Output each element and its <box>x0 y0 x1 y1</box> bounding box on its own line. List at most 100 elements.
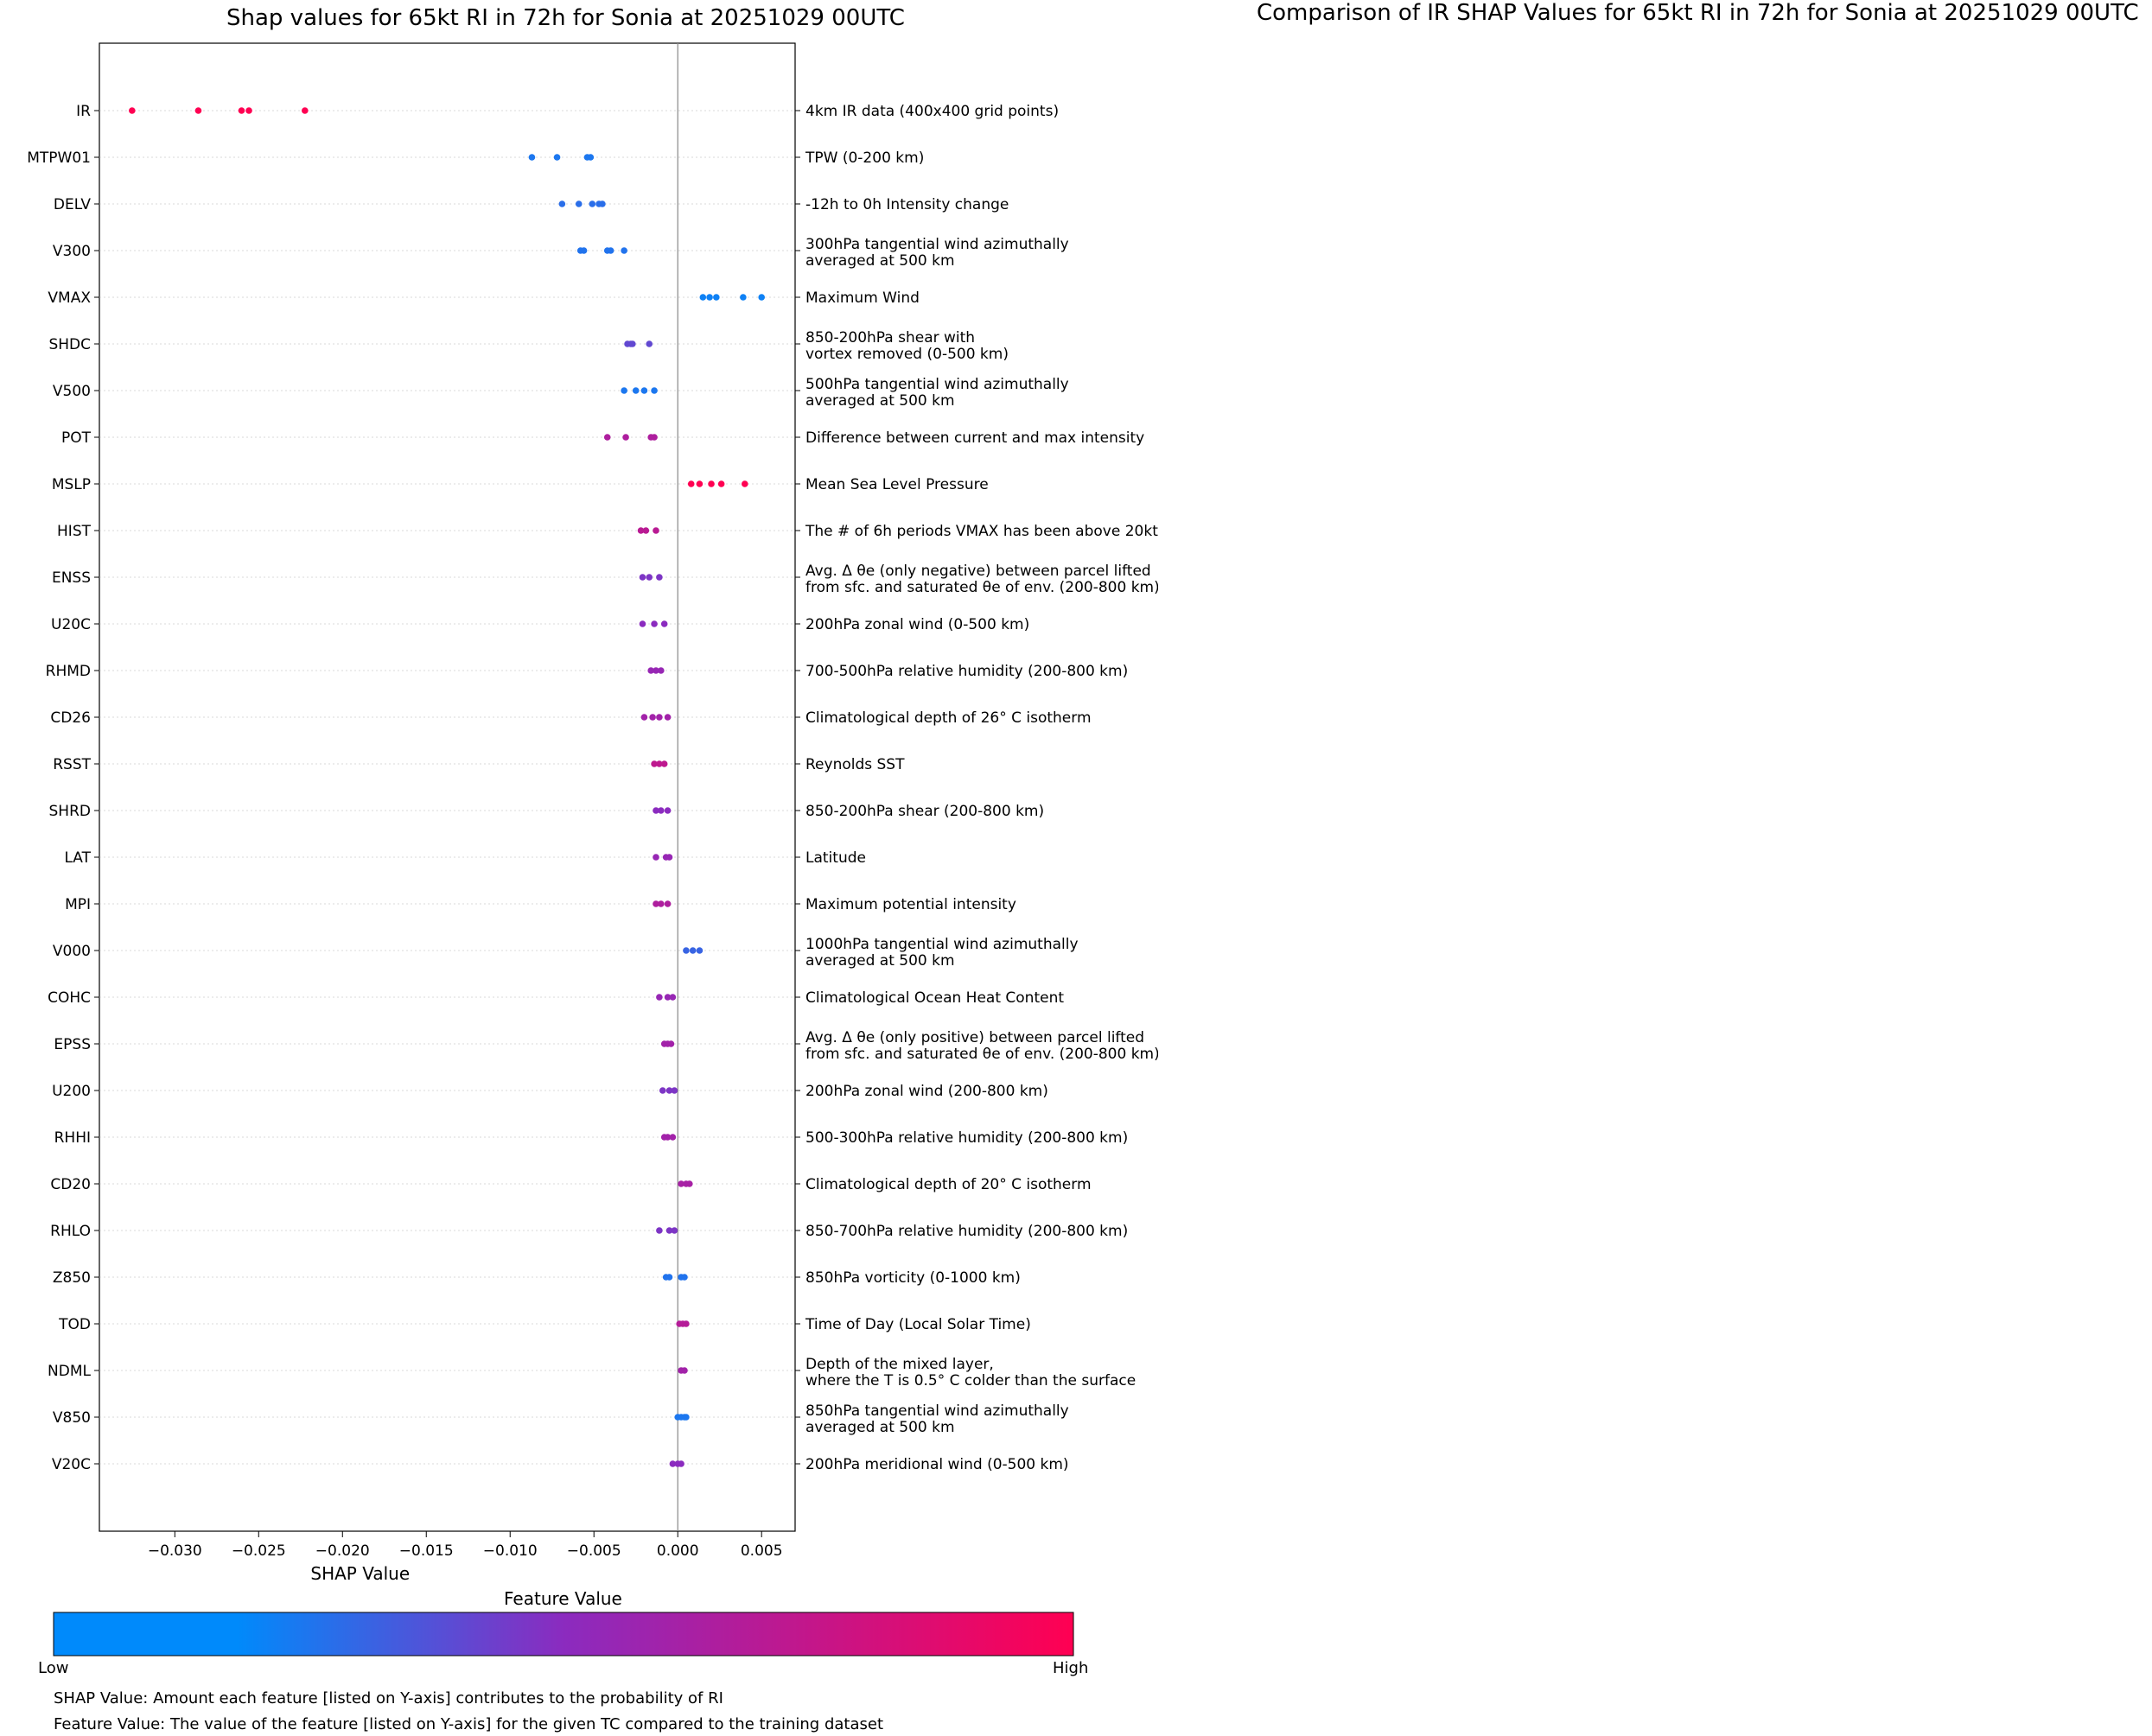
feature-label-u200: U200 <box>52 1083 91 1100</box>
shap-point <box>708 480 715 487</box>
shap-point <box>589 200 596 207</box>
shap-point <box>656 994 663 1001</box>
shap-point <box>671 1087 678 1094</box>
shap-point <box>656 714 663 721</box>
feature-desc-u20c: 200hPa zonal wind (0-500 km) <box>805 616 1029 633</box>
shap-point <box>651 434 658 441</box>
shap-point <box>665 854 673 861</box>
shap-point <box>621 247 627 254</box>
shap-summary-plot: IR 4km IR data (400x400 grid points) MTPW0… <box>27 42 1158 1657</box>
shap-point <box>671 1227 678 1234</box>
feature-value-colorbar <box>53 1612 1074 1657</box>
feature-desc-vmax: Maximum Wind <box>805 289 920 307</box>
feature-label-u20c: U20C <box>51 616 91 633</box>
shap-point <box>664 994 672 1001</box>
feature-desc-lat: Latitude <box>805 849 866 867</box>
shap-point <box>653 527 659 534</box>
ir-comparison-panel: Comparison of IR SHAP Values for 65kt RI… <box>1158 0 2152 1736</box>
feature-label-enss: ENSS <box>52 569 91 587</box>
feature-desc-pot: Difference between current and max inten… <box>805 429 1144 447</box>
feature-desc-v000: 1000hPa tangential wind azimuthally <box>805 936 1079 953</box>
feature-label-mslp: MSLP <box>52 476 91 493</box>
shap-point <box>665 1087 673 1094</box>
feature-label-rsst: RSST <box>53 756 91 773</box>
shap-point <box>632 387 640 394</box>
shap-summary-panel: Shap values for 65kt RI in 72h for Sonia… <box>27 5 1158 1733</box>
shap-point <box>687 480 695 487</box>
feature-label-v20c: V20C <box>52 1456 91 1473</box>
shap-point <box>669 994 677 1001</box>
feature-label-ndml: NDML <box>48 1363 91 1380</box>
x-tick-label: −0.015 <box>399 1542 454 1560</box>
feature-desc-rhmd: 700-500hPa relative humidity (200-800 km… <box>805 663 1128 680</box>
shap-point <box>621 387 627 394</box>
shap-point <box>740 294 747 301</box>
shap-point <box>659 1087 666 1094</box>
shap-point <box>238 107 245 114</box>
feature-desc-z850: 850hPa vorticity (0-1000 km) <box>805 1269 1021 1287</box>
shap-point <box>669 1460 677 1467</box>
shap-point <box>667 1040 675 1047</box>
shap-point <box>696 947 704 954</box>
shap-point <box>664 900 672 907</box>
shap-point <box>649 714 656 721</box>
shap-point <box>681 1367 688 1374</box>
feature-desc-v500-line2: averaged at 500 km <box>805 392 955 410</box>
x-tick-label: −0.020 <box>315 1542 370 1560</box>
ir-comparison-grid: IR Data80080040040000400400800800kmkmNor… <box>1158 0 2152 1736</box>
feature-desc-v850: 850hPa tangential wind azimuthally <box>805 1402 1069 1420</box>
shap-point <box>665 1227 673 1234</box>
x-tick-label: 0.000 <box>657 1542 699 1560</box>
shap-point <box>528 154 536 161</box>
ir-comparison-title: Comparison of IR SHAP Values for 65kt RI… <box>1257 0 2139 26</box>
shap-point <box>669 1134 677 1141</box>
feature-label-v000: V000 <box>53 943 91 960</box>
shap-point <box>575 200 583 207</box>
shap-point <box>758 294 766 301</box>
shap-point <box>656 1227 663 1234</box>
feature-label-cd20: CD20 <box>50 1176 91 1193</box>
feature-desc-mslp: Mean Sea Level Pressure <box>805 476 989 493</box>
shap-point <box>689 947 697 954</box>
shap-point <box>656 760 663 767</box>
feature-label-mtpw01: MTPW01 <box>27 149 91 167</box>
feature-label-v850: V850 <box>53 1409 91 1427</box>
feature-label-shrd: SHRD <box>49 803 91 820</box>
shap-point <box>713 294 720 301</box>
feature-desc-enss-line2: from sfc. and saturated θe of env. (200-… <box>805 579 1158 596</box>
shap-point <box>129 107 136 114</box>
feature-desc-mpi: Maximum potential intensity <box>805 896 1016 913</box>
feature-desc-rsst: Reynolds SST <box>805 756 905 773</box>
shap-point <box>558 200 566 207</box>
feature-desc-v500: 500hPa tangential wind azimuthally <box>805 376 1069 393</box>
feature-desc-epss-line2: from sfc. and saturated θe of env. (200-… <box>805 1046 1158 1063</box>
feature-desc-v300: 300hPa tangential wind azimuthally <box>805 236 1069 253</box>
shap-summary-title: Shap values for 65kt RI in 72h for Sonia… <box>226 5 905 31</box>
feature-label-rhmd: RHMD <box>46 663 91 680</box>
feature-desc-rhhi: 500-300hPa relative humidity (200-800 km… <box>805 1129 1128 1147</box>
shap-point <box>717 480 725 487</box>
feature-desc-cohc: Climatological Ocean Heat Content <box>805 989 1064 1007</box>
colorbar-high-label: High <box>1053 1659 1089 1677</box>
shap-point <box>637 527 645 534</box>
shap-point <box>664 807 672 814</box>
shap-point <box>639 574 646 581</box>
shap-point <box>685 1180 693 1187</box>
shap-point <box>658 900 665 907</box>
feature-desc-tod: Time of Day (Local Solar Time) <box>805 1316 1031 1333</box>
shap-point <box>245 107 252 114</box>
shap-point <box>658 667 665 674</box>
feature-label-rhhi: RHHI <box>54 1129 91 1147</box>
x-tick-label: −0.025 <box>232 1542 286 1560</box>
shap-point <box>653 900 659 907</box>
shap-point <box>664 1134 672 1141</box>
shap-point <box>658 807 665 814</box>
shap-point <box>678 1460 684 1467</box>
shap-point <box>302 107 309 114</box>
colorbar-title: Feature Value <box>504 1588 622 1609</box>
shap-point <box>696 480 704 487</box>
x-tick-label: −0.030 <box>148 1542 202 1560</box>
feature-label-v500: V500 <box>53 383 91 400</box>
feature-desc-delv: -12h to 0h Intensity change <box>805 196 1009 213</box>
shap-point <box>607 247 614 254</box>
